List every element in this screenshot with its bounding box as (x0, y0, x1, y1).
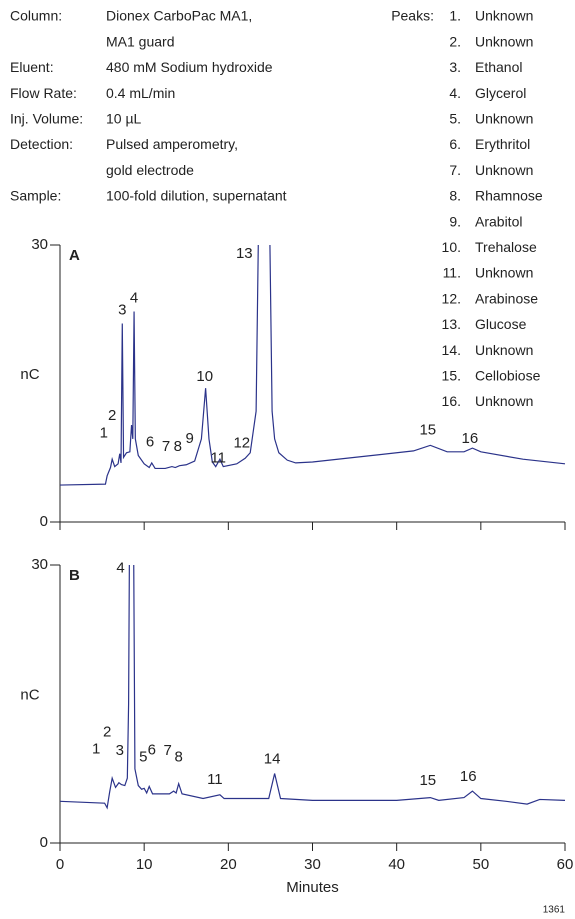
peak-annotation: 16 (460, 768, 477, 785)
y-tick-label: 0 (40, 834, 48, 851)
panel-label: A (69, 247, 80, 264)
y-axis-label: nC (20, 687, 39, 704)
condition-value: 480 mM Sodium hydroxide (106, 59, 273, 75)
plot-area (60, 565, 566, 810)
peak-name: Glucose (475, 316, 527, 332)
peak-number: 9. (449, 213, 461, 229)
x-tick-label: 0 (56, 856, 64, 873)
y-tick-label: 30 (31, 236, 48, 253)
peak-name: Unknown (475, 342, 533, 358)
peak-name: Unknown (475, 111, 533, 127)
peak-name: Cellobiose (475, 368, 541, 384)
condition-label: Column: (10, 8, 62, 24)
peak-annotation: 15 (419, 422, 436, 439)
peak-name: Erythritol (475, 136, 530, 152)
peak-number: 1. (449, 8, 461, 24)
condition-label: Detection: (10, 136, 73, 152)
peak-annotation: 1 (92, 740, 100, 757)
peak-name: Rhamnose (475, 188, 543, 204)
peak-number: 11. (443, 265, 461, 281)
peak-annotation: 13 (236, 245, 253, 262)
condition-value: Pulsed amperometry, (106, 136, 238, 152)
peak-number: 8. (449, 188, 461, 204)
x-axis-label: Minutes (286, 879, 339, 896)
peak-name: Unknown (475, 265, 533, 281)
peak-annotation: 1 (100, 424, 108, 441)
peak-number: 3. (449, 59, 461, 75)
peak-name: Unknown (475, 33, 533, 49)
x-tick-label: 30 (304, 856, 321, 873)
condition-value: 10 µL (106, 111, 142, 127)
peak-annotation: 4 (130, 290, 138, 307)
condition-label: Eluent: (10, 59, 54, 75)
x-tick-label: 40 (388, 856, 405, 873)
condition-value: Dionex CarboPac MA1, (106, 8, 252, 24)
peak-annotation: 5 (139, 749, 147, 766)
peak-number: 2. (449, 33, 461, 49)
peak-name: Trehalose (475, 239, 537, 255)
peak-annotation: 10 (196, 368, 213, 385)
condition-label: Sample: (10, 188, 61, 204)
peak-annotation: 11 (210, 449, 226, 466)
peak-number: 7. (449, 162, 461, 178)
peak-number: 6. (449, 136, 461, 152)
peak-annotation: 6 (148, 741, 156, 758)
peak-annotation: 9 (185, 430, 193, 447)
trace (60, 245, 566, 486)
peak-name: Unknown (475, 162, 533, 178)
peak-number: 15. (442, 368, 461, 384)
peak-number: 14. (442, 342, 461, 358)
peak-number: 5. (449, 111, 461, 127)
trace (60, 565, 566, 810)
peak-number: 13. (442, 316, 461, 332)
condition-value: MA1 guard (106, 33, 174, 49)
condition-label: Inj. Volume: (10, 111, 83, 127)
peak-annotation: 7 (162, 438, 170, 455)
peak-annotation: 8 (174, 438, 182, 455)
x-tick-label: 60 (557, 856, 574, 873)
peak-annotation: 2 (103, 724, 111, 741)
peak-annotation: 3 (118, 302, 126, 319)
peak-name: Unknown (475, 393, 533, 409)
peak-name: Glycerol (475, 85, 526, 101)
peak-number: 16. (442, 393, 461, 409)
peak-number: 12. (442, 290, 461, 306)
peak-name: Unknown (475, 8, 533, 24)
y-tick-label: 0 (40, 513, 48, 530)
peak-annotation: 8 (175, 749, 183, 766)
peak-name: Arabitol (475, 213, 522, 229)
peak-annotation: 11 (207, 771, 223, 788)
condition-value: 100-fold dilution, supernatant (106, 188, 287, 204)
condition-value: gold electrode (106, 162, 194, 178)
peak-annotation: 6 (146, 434, 154, 451)
x-tick-label: 10 (136, 856, 153, 873)
peak-annotation: 12 (233, 434, 250, 451)
peak-annotation: 14 (264, 751, 281, 768)
figure-number: 1361 (543, 905, 566, 916)
peak-number: 4. (449, 85, 461, 101)
peak-annotation: 16 (462, 430, 479, 447)
peak-name: Arabinose (475, 290, 538, 306)
plot-area (60, 245, 566, 486)
peak-annotation: 2 (108, 407, 116, 424)
y-axis-label: nC (20, 366, 39, 383)
peak-annotation: 15 (419, 772, 436, 789)
peak-annotation: 4 (116, 560, 124, 577)
condition-label: Flow Rate: (10, 85, 77, 101)
condition-value: 0.4 mL/min (106, 85, 175, 101)
peak-name: Ethanol (475, 59, 522, 75)
x-tick-label: 50 (472, 856, 489, 873)
x-tick-label: 20 (220, 856, 237, 873)
peaks-label: Peaks: (391, 8, 434, 24)
peak-annotation: 7 (164, 742, 172, 759)
y-tick-label: 30 (31, 556, 48, 573)
peak-number: 10. (442, 239, 461, 255)
panel-label: B (69, 567, 80, 584)
peak-annotation: 3 (116, 742, 124, 759)
